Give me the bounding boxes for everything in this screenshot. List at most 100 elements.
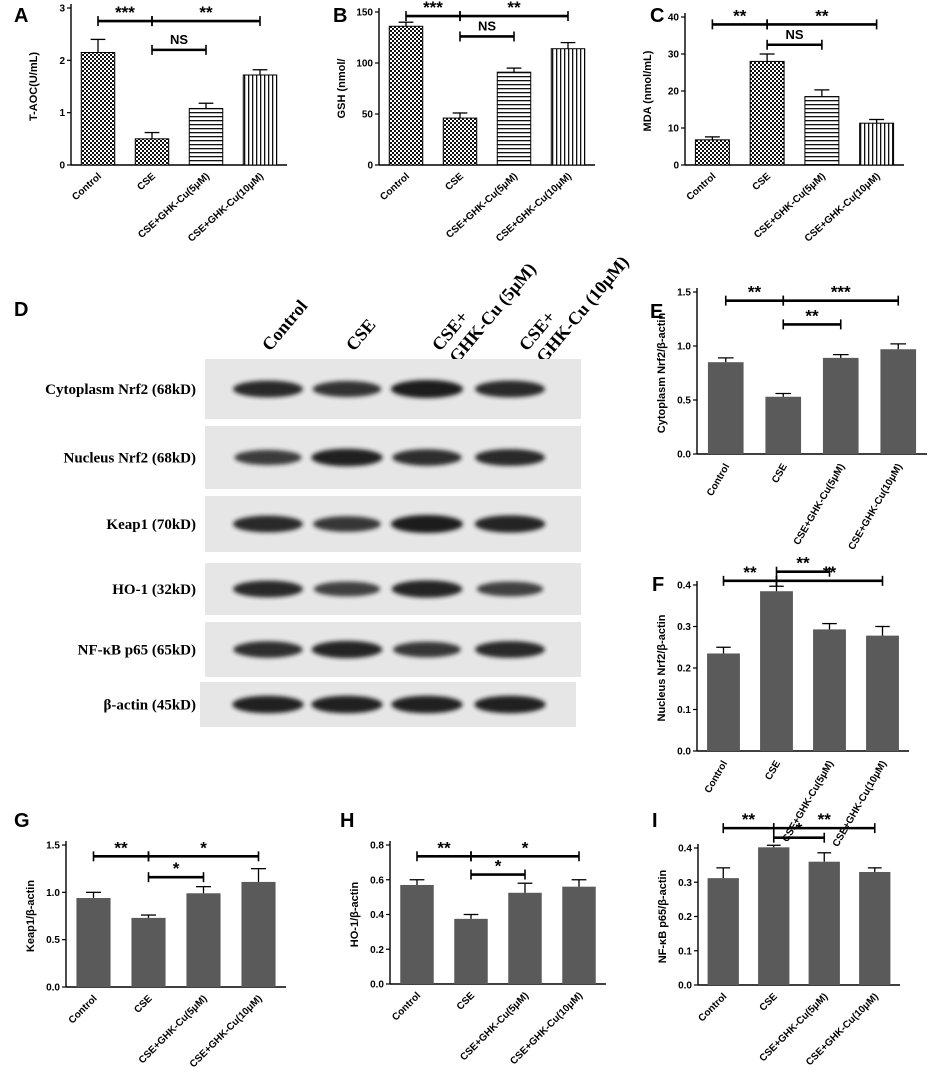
blot-row: β-actin (45kD)	[104, 682, 576, 727]
y-tick-label: 3	[59, 4, 65, 15]
y-axis-title: Nucleus Nrf2/β-actin	[656, 614, 668, 721]
significance-label: **	[742, 810, 756, 829]
y-tick-label: 0.5	[46, 935, 60, 946]
blot-band	[311, 695, 383, 714]
x-category-label: Control	[378, 171, 412, 203]
blot-band	[392, 449, 462, 466]
y-tick-label: 20	[668, 87, 680, 98]
x-category-label: CSE+GHK-Cu(5μM)	[792, 462, 848, 547]
chart-panel-f: F 0.0 0.1 0.2 0.3 0.4 Nucleus Nrf2/β-actin Cont…	[652, 554, 909, 849]
y-tick-label: 1.5	[46, 841, 60, 852]
blot-band	[234, 449, 302, 466]
y-tick-label: 1.0	[677, 342, 691, 353]
blot-band	[233, 641, 303, 658]
blot-column-header: CSE	[342, 315, 380, 355]
panel-letter: B	[333, 5, 347, 27]
significance-label: **	[199, 3, 213, 22]
blot-band	[476, 581, 544, 597]
x-category-label: CSE	[758, 991, 781, 1014]
blot-band	[313, 516, 381, 532]
y-tick-label: 0.0	[678, 981, 692, 992]
blot-band	[475, 380, 545, 398]
x-category-label: Control	[705, 462, 732, 498]
bar	[866, 635, 899, 751]
blot-band	[311, 640, 383, 659]
blot-band	[233, 380, 303, 398]
significance-label: **	[507, 0, 521, 17]
significance-label: *	[200, 838, 207, 857]
bar	[822, 357, 859, 454]
bar	[808, 861, 840, 985]
significance-label: **	[733, 6, 747, 25]
bar	[242, 74, 278, 166]
bar	[80, 51, 116, 166]
blot-band	[391, 580, 463, 598]
significance-label: *	[173, 859, 180, 878]
x-category-label: Control	[70, 171, 104, 203]
y-tick-label: 0.1	[677, 705, 691, 716]
bar	[134, 138, 170, 166]
bar	[859, 122, 895, 166]
blot-row-label: Nucleus Nrf2 (68kD)	[64, 451, 197, 467]
bar	[749, 60, 785, 166]
blot-column-header: CSE+GHK-Cu (10μM)	[515, 252, 634, 367]
y-tick-label: 40	[668, 13, 680, 24]
y-tick-label: 0.0	[677, 450, 691, 461]
y-tick-label: 0.3	[677, 622, 691, 633]
x-category-label: CSE	[135, 171, 158, 193]
blot-band	[474, 695, 546, 714]
panel-letter: H	[340, 810, 354, 832]
western-blot-panel: D Control CSE CSE+GHK-Cu (5μM)CSE+GHK-Cu (1…	[14, 252, 634, 727]
x-category-label: CSE+GHK-Cu(5μM)	[781, 759, 837, 844]
blot-band	[232, 695, 304, 714]
chart-panel-e: E 0.0 0.5 1.0 1.5 Cytoplasm Nrf2/β-actin Contr…	[650, 283, 927, 552]
y-axis-title: MDA (nmol/mL)	[642, 50, 654, 131]
blot-row: Keap1 (70kD)	[106, 496, 581, 552]
x-category-label: CSE	[455, 990, 478, 1013]
significance-label: **	[815, 6, 829, 25]
bar	[758, 847, 790, 985]
blot-row-label: Keap1 (70kD)	[106, 517, 196, 533]
bar	[765, 396, 802, 454]
y-tick-label: 0.2	[677, 664, 691, 675]
y-tick-label: 150	[356, 8, 373, 19]
y-tick-label: 30	[668, 50, 680, 61]
significance-label: **	[818, 810, 832, 829]
bar	[400, 884, 434, 984]
chart-panel-i: I 0.0 0.1 0.2 0.3 0.4 NF-κB p65/β-actin Control…	[652, 810, 900, 1068]
y-tick-label: 0.4	[678, 844, 692, 855]
x-category-label: CSE	[763, 759, 783, 783]
x-category-label: CSE	[132, 993, 155, 1016]
blot-row: NF-κB p65 (65kD)	[78, 622, 581, 677]
significance-label: ***	[423, 0, 443, 17]
y-tick-label: 0	[59, 161, 65, 172]
bar	[760, 591, 793, 751]
bar	[496, 71, 532, 166]
y-tick-label: 0	[367, 161, 373, 172]
blot-band	[313, 581, 381, 597]
bar	[508, 892, 542, 984]
significance-label: NS	[785, 27, 803, 42]
y-tick-label: 0.2	[370, 945, 384, 956]
significance-label: ***	[831, 283, 851, 302]
panel-letter: A	[14, 5, 28, 27]
y-axis-title: Keap1/β-actin	[25, 880, 37, 952]
bar	[186, 893, 221, 987]
y-tick-label: 1.0	[46, 888, 60, 899]
bar	[388, 25, 424, 166]
significance-label: *	[495, 857, 502, 876]
y-tick-label: 1	[59, 108, 65, 119]
blot-band	[312, 381, 382, 397]
bar	[131, 917, 166, 987]
bar	[707, 362, 744, 454]
significance-label: NS	[170, 32, 188, 47]
y-tick-label: 0.4	[677, 581, 691, 592]
blot-band	[391, 380, 463, 398]
bar	[804, 96, 840, 166]
y-tick-label: 100	[356, 59, 373, 70]
significance-label: **	[805, 306, 819, 325]
